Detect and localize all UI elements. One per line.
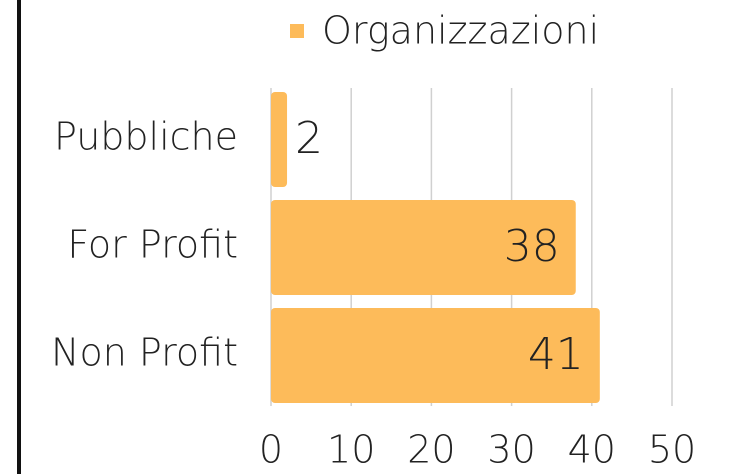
bar bbox=[271, 92, 288, 187]
x-tick-label: 20 bbox=[407, 428, 455, 472]
y-tick-label: Non Profit bbox=[51, 331, 238, 375]
legend-swatch bbox=[290, 24, 304, 38]
y-tick-label: For Profit bbox=[67, 223, 238, 267]
x-tick-label: 40 bbox=[568, 428, 616, 472]
x-tick-label: 50 bbox=[648, 428, 696, 472]
data-label: 2 bbox=[295, 113, 323, 164]
x-tick-label: 10 bbox=[327, 428, 375, 472]
x-tick-label: 0 bbox=[259, 428, 283, 472]
legend-label: Organizzazioni bbox=[322, 9, 599, 53]
frame-border bbox=[17, 0, 21, 474]
data-label: 41 bbox=[528, 329, 584, 380]
bar bbox=[271, 308, 600, 403]
x-tick-label: 30 bbox=[487, 428, 535, 472]
y-tick-label: Pubbliche bbox=[54, 115, 238, 159]
bar bbox=[271, 200, 576, 295]
data-label: 38 bbox=[504, 221, 560, 272]
